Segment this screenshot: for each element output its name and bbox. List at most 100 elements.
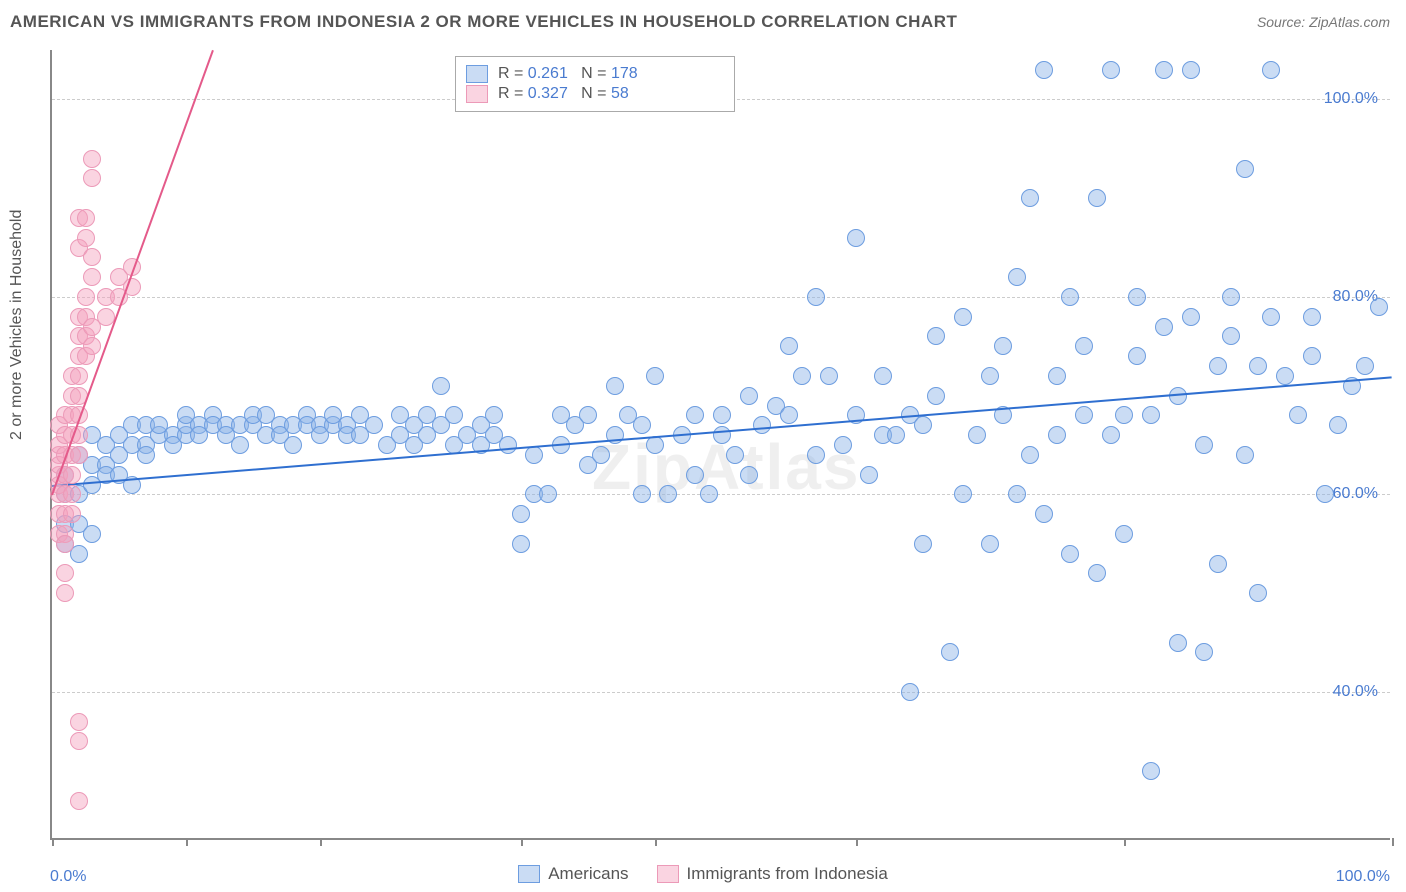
data-point <box>1209 357 1227 375</box>
data-point <box>1128 288 1146 306</box>
data-point <box>1249 357 1267 375</box>
stats-swatch-icon <box>466 65 488 83</box>
data-point <box>807 288 825 306</box>
data-point <box>1088 189 1106 207</box>
data-point <box>914 416 932 434</box>
x-tick-label: 0.0% <box>50 868 86 886</box>
data-point <box>1182 308 1200 326</box>
data-point <box>780 406 798 424</box>
data-point <box>83 169 101 187</box>
source-label: Source: ZipAtlas.com <box>1257 14 1390 30</box>
data-point <box>56 564 74 582</box>
data-point <box>485 406 503 424</box>
data-point <box>56 535 74 553</box>
data-point <box>686 466 704 484</box>
data-point <box>512 535 530 553</box>
data-point <box>887 426 905 444</box>
data-point <box>713 426 731 444</box>
y-tick-label: 40.0% <box>1333 683 1378 701</box>
data-point <box>1303 308 1321 326</box>
legend-swatch-icon <box>657 865 679 883</box>
data-point <box>1142 406 1160 424</box>
data-point <box>1209 555 1227 573</box>
data-point <box>70 367 88 385</box>
data-point <box>1142 762 1160 780</box>
data-point <box>1169 634 1187 652</box>
x-tick <box>1392 838 1394 846</box>
data-point <box>1289 406 1307 424</box>
data-point <box>70 792 88 810</box>
data-point <box>1061 545 1079 563</box>
data-point <box>1195 436 1213 454</box>
data-point <box>445 406 463 424</box>
x-tick-label: 100.0% <box>1336 868 1390 886</box>
data-point <box>700 485 718 503</box>
data-point <box>820 367 838 385</box>
data-point <box>1329 416 1347 434</box>
data-point <box>834 436 852 454</box>
x-tick <box>52 838 54 846</box>
y-tick-label: 100.0% <box>1324 90 1378 108</box>
data-point <box>1316 485 1334 503</box>
data-point <box>1035 61 1053 79</box>
legend-swatch-icon <box>518 865 540 883</box>
data-point <box>231 436 249 454</box>
data-point <box>1102 61 1120 79</box>
data-point <box>1102 426 1120 444</box>
data-point <box>1128 347 1146 365</box>
data-point <box>499 436 517 454</box>
data-point <box>1115 525 1133 543</box>
data-point <box>539 485 557 503</box>
gridline <box>52 297 1390 298</box>
data-point <box>1048 367 1066 385</box>
data-point <box>592 446 610 464</box>
stats-row: R = 0.327 N = 58 <box>466 85 724 103</box>
data-point <box>1262 308 1280 326</box>
data-point <box>633 485 651 503</box>
data-point <box>753 416 771 434</box>
data-point <box>807 446 825 464</box>
x-tick <box>320 838 322 846</box>
data-point <box>83 525 101 543</box>
data-point <box>137 446 155 464</box>
data-point <box>954 485 972 503</box>
data-point <box>860 466 878 484</box>
data-point <box>874 367 892 385</box>
data-point <box>968 426 986 444</box>
data-point <box>1182 61 1200 79</box>
data-point <box>70 732 88 750</box>
data-point <box>83 150 101 168</box>
data-point <box>365 416 383 434</box>
data-point <box>606 377 624 395</box>
x-tick <box>655 838 657 846</box>
data-point <box>646 436 664 454</box>
stats-text: R = 0.327 N = 58 <box>498 85 629 103</box>
legend: Americans Immigrants from Indonesia <box>0 864 1406 884</box>
data-point <box>70 446 88 464</box>
data-point <box>1195 643 1213 661</box>
data-point <box>77 209 95 227</box>
data-point <box>63 505 81 523</box>
data-point <box>56 584 74 602</box>
plot-area: ZipAtlas 40.0%60.0%80.0%100.0% <box>50 50 1390 840</box>
data-point <box>1236 160 1254 178</box>
data-point <box>646 367 664 385</box>
data-point <box>1222 288 1240 306</box>
data-point <box>83 268 101 286</box>
data-point <box>1222 327 1240 345</box>
data-point <box>83 248 101 266</box>
data-point <box>1155 318 1173 336</box>
data-point <box>1021 189 1039 207</box>
data-point <box>284 436 302 454</box>
data-point <box>927 327 945 345</box>
data-point <box>1075 337 1093 355</box>
legend-item-immigrants: Immigrants from Indonesia <box>657 864 888 884</box>
data-point <box>927 387 945 405</box>
data-point <box>1088 564 1106 582</box>
data-point <box>793 367 811 385</box>
data-point <box>63 466 81 484</box>
data-point <box>1075 406 1093 424</box>
x-tick <box>856 838 858 846</box>
data-point <box>70 713 88 731</box>
data-point <box>1008 268 1026 286</box>
